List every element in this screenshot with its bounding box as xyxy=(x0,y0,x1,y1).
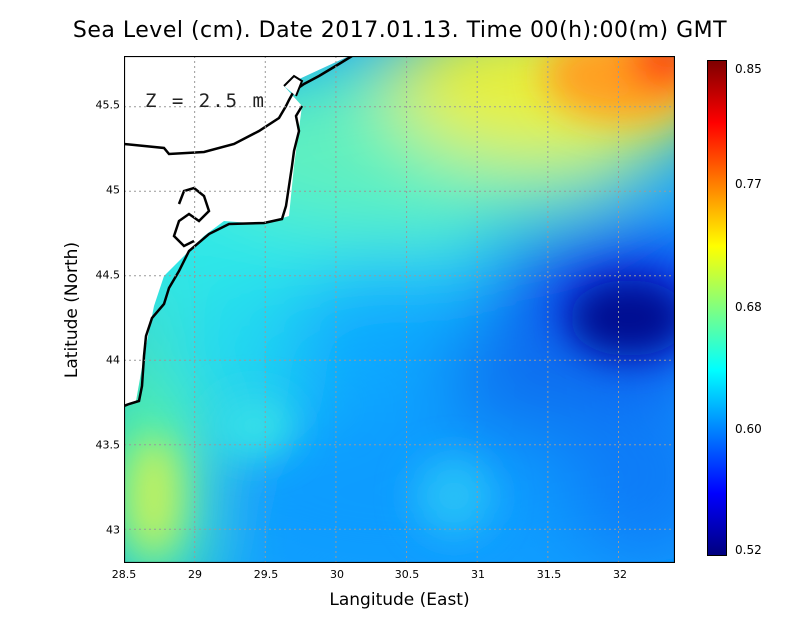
plot-title: Sea Level (cm). Date 2017.01.13. Time 00… xyxy=(72,18,728,43)
x-axis-label: Langitude (East) xyxy=(329,590,470,610)
x-tick-label: 28.5 xyxy=(111,568,137,581)
x-tick-label: 29.5 xyxy=(253,568,279,581)
coastline-west xyxy=(124,105,304,408)
y-tick-label: 45.5 xyxy=(95,98,121,112)
colorbar xyxy=(707,60,727,556)
colorbar-tick: 0.60 xyxy=(735,422,762,436)
coastline-delta xyxy=(172,186,211,248)
map-canvas xyxy=(124,56,675,563)
plot-frame xyxy=(124,56,675,563)
x-tick-label: 30.5 xyxy=(394,568,420,581)
y-tick-label: 43.5 xyxy=(95,438,121,452)
sea-level-field xyxy=(124,56,675,563)
x-tick-label: 32 xyxy=(613,568,627,581)
coastline-north xyxy=(124,56,353,156)
colorbar-tick: 0.77 xyxy=(735,177,762,191)
sea-level-map xyxy=(124,56,675,563)
grid-lines xyxy=(124,56,675,563)
y-tick-label: 43 xyxy=(106,523,120,537)
colorbar-tick: 0.52 xyxy=(735,543,762,557)
colorbar-tick: 0.85 xyxy=(735,62,762,76)
x-tick-label: 31.5 xyxy=(536,568,562,581)
x-tick-label: 29 xyxy=(188,568,202,581)
y-tick-label: 44 xyxy=(106,353,120,367)
x-tick-label: 31 xyxy=(471,568,485,581)
land-area xyxy=(124,56,349,406)
colorbar-tick: 0.68 xyxy=(735,300,762,314)
y-tick-label: 45 xyxy=(106,183,120,197)
y-axis-label: Latitude (North) xyxy=(62,241,82,379)
coastline-bay xyxy=(283,74,304,97)
depth-label: Z = 2.5 m xyxy=(145,90,266,112)
x-tick-label: 30 xyxy=(330,568,344,581)
y-tick-label: 44.5 xyxy=(95,268,121,282)
